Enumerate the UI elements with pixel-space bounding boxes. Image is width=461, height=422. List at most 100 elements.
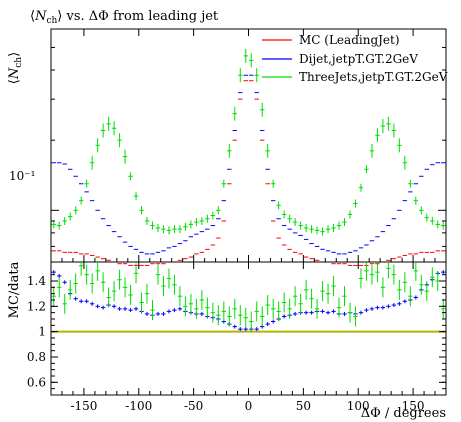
ratio-y-tick-label: 1.2 [27,299,46,313]
threejets-ratio-point [122,277,128,298]
dijet-ratio-point [238,327,243,332]
dijet-ratio-point [73,296,78,301]
threejets-ratio-point [221,301,227,322]
dijet-ratio-point [95,304,100,309]
threejets-point [221,179,227,188]
threejets-ratio-point [441,298,446,319]
threejets-point [391,123,397,138]
dijet-ratio-point [84,299,89,304]
top-y-axis-label: ⟨Nch⟩ [7,52,24,84]
threejets-point [89,155,95,170]
x-tick-label: -100 [125,399,152,413]
threejets-ratio-point [78,262,84,276]
threejets-point [177,225,183,234]
dijet-ratio-point [122,306,128,311]
dijet-ratio-point [57,273,62,278]
threejets-point [375,128,380,143]
ratio-y-tick-label: 0.6 [27,375,46,389]
threejets-point [292,218,298,227]
threejets-point [265,143,270,158]
dijet-ratio-point [281,314,287,319]
threejets-ratio-point [210,302,216,323]
threejets-point [276,201,281,210]
threejets-point [435,220,440,229]
dijet-ratio-point [133,306,139,311]
threejets-point [397,138,402,153]
dijet-ratio-point [325,310,331,315]
threejets-point [232,106,237,121]
threejets-ratio-point [51,286,56,307]
threejets-ratio-point [265,295,270,316]
x-tick-label: 0 [245,399,253,413]
threejets-ratio-point [408,286,413,307]
dijet-ratio-point [386,304,391,309]
threejets-ratio-point [380,277,386,298]
threejets-ratio-point [270,298,276,319]
threejets-point [73,206,78,215]
threejets-ratio-point [298,293,303,314]
threejets-point [133,192,139,201]
ratio-panel-frame [50,261,447,396]
dijet-ratio-point [51,270,56,275]
dijet-ratio-point [397,301,402,306]
threejets-ratio-point [314,298,320,319]
dijet-ratio-point [199,311,205,316]
threejets-ratio-point [281,292,287,313]
threejets-point [260,102,265,117]
dijet-ratio-point [380,305,386,310]
threejets-ratio-point [424,281,429,302]
dijet-ratio-point [100,305,106,310]
threejets-ratio-point [391,264,397,285]
threejets-point [281,210,287,219]
threejets-ratio-point [336,297,342,318]
dijet-ratio-point [155,311,161,316]
dijet-ratio-point [375,305,380,310]
threejets-point [364,165,369,174]
dijet-ratio-point [331,309,336,314]
threejets-point [205,214,210,223]
dijet-ratio-point [243,327,248,332]
top-panel: 10⁻¹ ⟨Nch⟩ [7,28,447,266]
x-axis-label: ΔΦ / degrees [361,406,446,421]
threejets-ratio-point [402,272,408,293]
dijet-ratio-point [320,309,325,314]
dijet-ratio-point [166,309,172,314]
threejets-ratio-point [386,262,391,279]
threejets-point [194,218,199,227]
threejets-ratio-point [303,279,309,300]
threejets-point [347,210,353,219]
threejets-ratio-point [194,298,199,319]
dijet-ratio-point [265,322,270,327]
legend-label-dijet: Dijet,jetpT.GT.2GeV [299,52,418,66]
dijet-ratio-point [364,308,369,313]
threejets-point [254,68,259,83]
dijet-ratio-point [358,310,364,315]
threejets-point [78,196,84,205]
threejets-ratio-point [117,269,122,290]
threejets-ratio-point [320,281,325,302]
dijet-ratio-point [232,324,237,329]
dijet-ratio-point [303,310,309,315]
threejets-ratio-point [155,264,161,285]
threejets-ratio-point [227,306,232,327]
threejets-ratio-point [172,274,177,295]
threejets-point [51,220,56,229]
threejets-ratio-point [243,307,248,328]
ratio-y-tick-label: 1 [38,325,46,339]
threejets-point [424,213,429,222]
threejets-point [270,179,276,188]
dijet-ratio-point [391,303,397,308]
threejets-ratio-point [397,279,402,300]
threejets-ratio-point [68,279,73,300]
dijet-ratio-point [309,310,314,315]
threejets-point [325,225,331,234]
threejets-point [419,206,424,215]
dijet-ratio-point [172,308,177,313]
threejets-ratio-point [342,286,347,307]
threejets-ratio-point [254,301,259,322]
threejets-point [117,133,122,148]
threejets-point [413,196,419,205]
threejets-ratio-point [73,273,78,294]
threejets-ratio-point [199,290,205,310]
